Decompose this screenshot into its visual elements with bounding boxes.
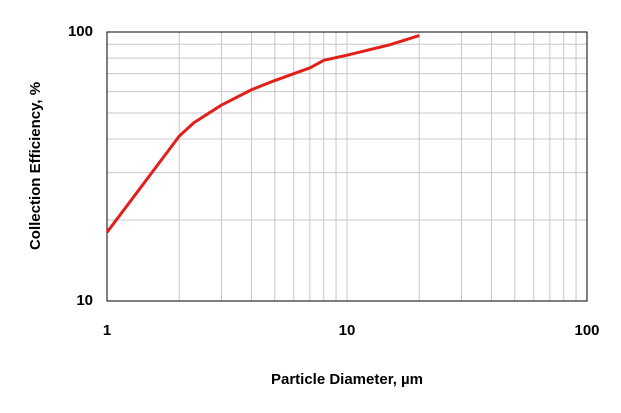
y-tick-label: 100: [68, 23, 93, 40]
y-axis-title: Collection Efficiency, %: [27, 82, 44, 250]
x-axis-title: Particle Diameter, µm: [271, 371, 423, 388]
plot-frame: [106, 31, 588, 302]
x-tick-label: 10: [339, 322, 356, 339]
data-line: [105, 34, 420, 234]
y-tick-label: 10: [76, 292, 93, 309]
x-tick-label: 100: [574, 322, 599, 339]
x-tick-label: 1: [103, 322, 111, 339]
